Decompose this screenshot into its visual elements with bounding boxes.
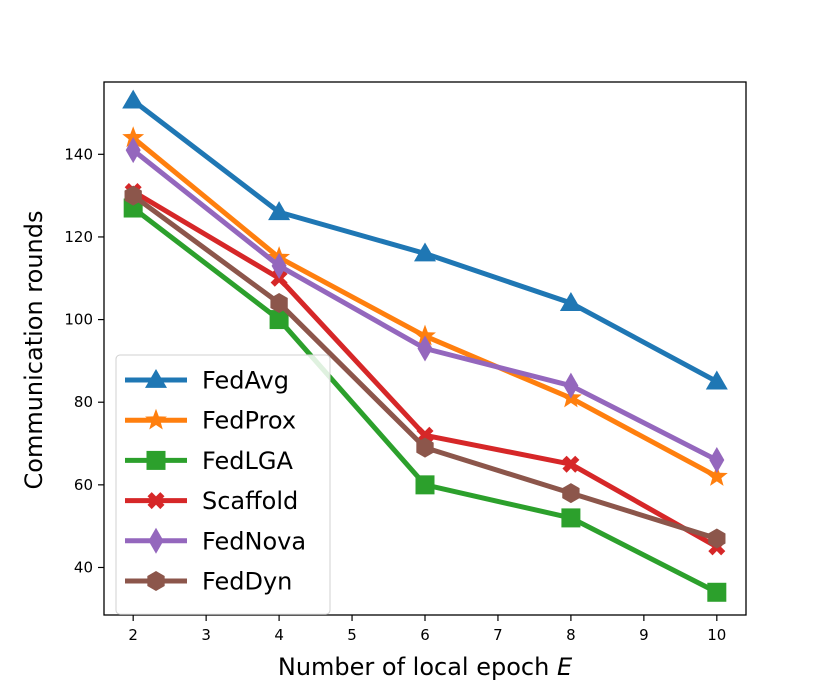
x-tick-label: 5 — [347, 626, 357, 644]
plot-frame — [103, 81, 747, 616]
legend-item-fedavg: FedAvg — [125, 367, 289, 395]
legend-item-fedprox: FedProx — [125, 407, 296, 435]
x-axis-label: Number of local epoch E — [278, 653, 573, 681]
data-point-fednova — [271, 252, 287, 279]
x-tick-label: 2 — [128, 626, 138, 644]
y-tick-label: 140 — [64, 145, 93, 163]
legend-marker — [148, 527, 164, 554]
data-point-feddyn — [562, 483, 580, 504]
y-tick-label: 80 — [74, 393, 93, 411]
legend-label: FedProx — [202, 407, 296, 435]
legend-label: Scaffold — [202, 487, 298, 515]
x-tick-label: 7 — [493, 626, 503, 644]
data-point-fedavg — [122, 89, 145, 109]
data-point-fedlga — [415, 475, 435, 495]
legend-item-fednova: FedNova — [125, 527, 306, 555]
legend-marker — [145, 408, 167, 430]
data-point-fednova — [125, 137, 141, 164]
legend-item-scaffold: Scaffold — [125, 487, 298, 515]
legend-item-fedlga: FedLGA — [125, 447, 293, 475]
data-point-scaffold — [416, 426, 434, 444]
data-point-fednova — [563, 372, 579, 399]
x-tick-label: 9 — [639, 626, 649, 644]
data-point-fedprox — [122, 126, 145, 148]
x-tick-label: 10 — [707, 626, 726, 644]
data-point-fedlga — [123, 198, 143, 218]
legend: FedAvg FedProx FedLGA Scaffold FedNova FedDyn — [115, 354, 331, 615]
data-point-fedavg — [414, 242, 436, 262]
series-feddyn — [124, 185, 726, 549]
data-point-feddyn — [708, 528, 726, 549]
data-point-feddyn — [270, 293, 288, 314]
x-axis: 2 3 4 5 6 7 8 9 10 — [128, 615, 726, 644]
data-point-feddyn — [124, 185, 142, 206]
legend-label: FedNova — [202, 527, 306, 555]
x-tick-label: 3 — [201, 626, 211, 644]
data-point-fedavg — [268, 201, 291, 221]
legend-marker — [147, 492, 165, 510]
legend-item-feddyn: FedDyn — [125, 568, 292, 596]
data-point-fedprox — [414, 324, 436, 346]
series-layer — [122, 89, 728, 602]
legend-label: FedDyn — [202, 568, 292, 596]
data-point-fedavg — [559, 292, 582, 311]
x-axis-label-text: Number of local epoch — [278, 653, 549, 681]
data-point-fedprox — [705, 465, 728, 486]
y-tick-label: 100 — [64, 311, 93, 329]
y-tick-label: 40 — [74, 558, 93, 576]
data-point-fednova — [417, 335, 433, 362]
x-axis-label-variable: E — [557, 653, 573, 681]
y-tick-label: 60 — [74, 476, 93, 494]
legend-label: FedAvg — [202, 367, 289, 395]
data-point-fedlga — [269, 310, 289, 330]
legend-label: FedLGA — [202, 447, 293, 475]
legend-marker — [146, 450, 166, 470]
y-axis-label: Communication rounds — [20, 211, 48, 490]
legend-marker — [147, 571, 165, 591]
x-tick-label: 6 — [420, 626, 430, 644]
data-point-fedlga — [707, 582, 727, 602]
data-point-fedlga — [561, 508, 581, 528]
x-tick-label: 8 — [566, 626, 576, 644]
y-tick-label: 120 — [64, 228, 93, 246]
data-point-fednova — [709, 447, 725, 474]
series-fednova — [125, 137, 725, 474]
legend-marker — [145, 369, 167, 388]
series-fedavg — [122, 89, 728, 390]
x-tick-label: 4 — [274, 626, 284, 644]
series-fedlga — [123, 198, 727, 602]
data-point-scaffold — [562, 455, 580, 473]
y-axis: 40 60 80 100 120 140 — [64, 145, 104, 576]
data-point-feddyn — [416, 437, 434, 458]
data-point-fedavg — [705, 370, 728, 390]
